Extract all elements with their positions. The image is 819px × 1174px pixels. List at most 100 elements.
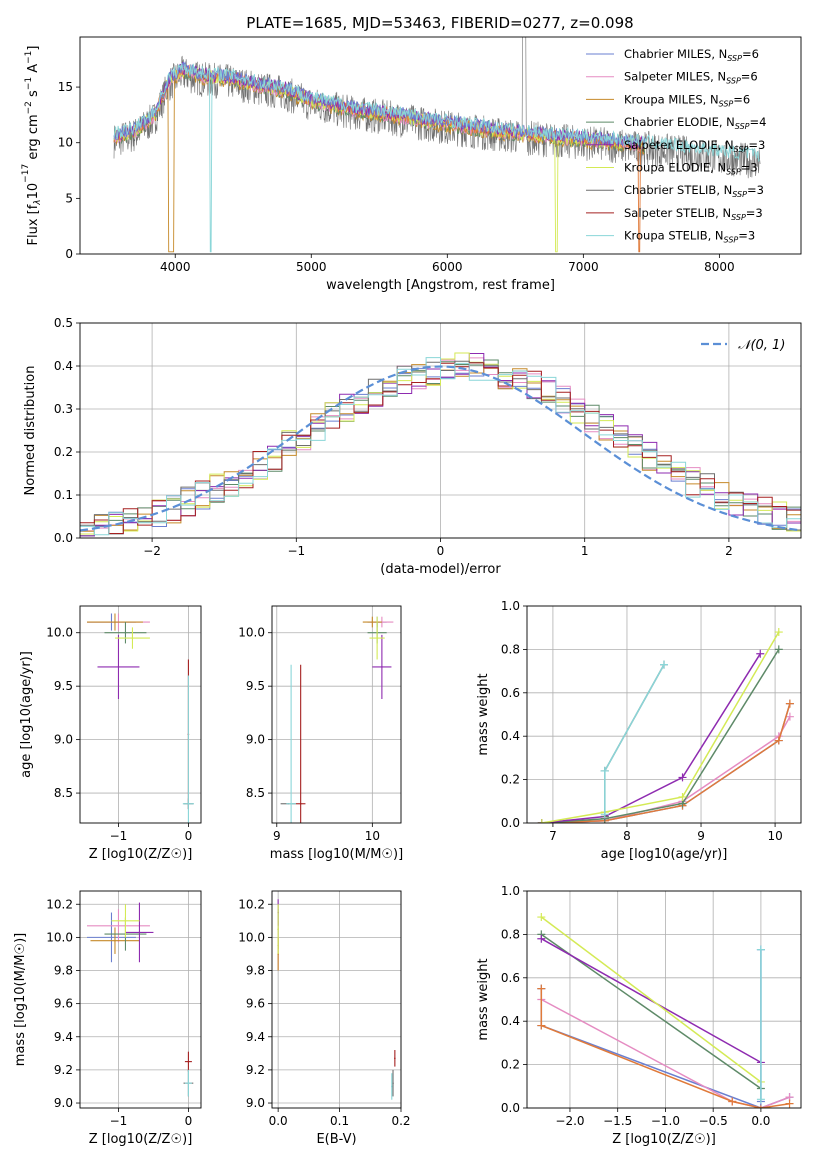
massweight_vs_age-frame: [526, 605, 802, 824]
y-tick-label: 10.0: [238, 626, 265, 640]
data-point: [117, 924, 120, 927]
data-point: [392, 1082, 394, 1084]
x-axis-label: Z [log10(Z/Z☉)]: [89, 1132, 193, 1147]
y-tick-label: 9.2: [54, 1063, 73, 1077]
series-marker: [756, 649, 765, 658]
x-axis-label: mass [log10(M/M☉)]: [270, 847, 403, 862]
y-tick-label: 1.0: [501, 884, 520, 898]
legend-entry: Chabrier MILES, NSSP=6: [624, 47, 759, 63]
legend-entry: Chabrier STELIB, NSSP=3: [624, 183, 764, 199]
series-line: [540, 938, 762, 1064]
x-tick-label: −1.0: [651, 1114, 680, 1128]
x-tick-label: 4000: [160, 260, 191, 274]
y-tick-label: 0.5: [54, 316, 73, 330]
y-tick-label: 0: [65, 247, 73, 261]
legend-entry: Kroupa STELIB, NSSP=3: [624, 229, 755, 245]
series-marker: [660, 660, 668, 669]
y-tick-label: 10.2: [238, 897, 265, 911]
y-axis-label-part: A: [26, 64, 41, 77]
spectrum-plot-area: [113, 37, 761, 253]
series-line: [540, 916, 762, 1083]
residuals-panel: −2 −1 0 1 2 0.0 0.1 0.2 0.3 0.4 0.5 (data-model)/er…: [23, 316, 802, 577]
series-line: [541, 653, 761, 823]
series-marker: [600, 810, 609, 819]
x-tick-label: −1.5: [603, 1114, 632, 1128]
mass_vs_Z-plot-area: [86, 902, 194, 1097]
mass_vs_Z-panel: −1 0 9.0 9.2 9.4 9.6 9.8 10.0 10.2 Z [log10(Z/Z☉)…: [13, 890, 202, 1147]
spectrum-line-kroupa-stelib: [113, 63, 760, 253]
y-axis-label: age [log10(age/yr)]: [19, 651, 34, 778]
x-tick-label: 0: [185, 1114, 193, 1128]
data-point: [110, 936, 113, 939]
y-tick-label: 8.5: [54, 786, 73, 800]
x-tick-label: 7: [549, 829, 557, 843]
x-axis-label: wavelength [Angstrom, rest frame]: [326, 278, 555, 293]
series-marker: [774, 628, 783, 637]
x-tick-label: 5000: [296, 260, 327, 274]
y-axis-label: mass weight: [476, 958, 491, 1040]
y-axis-label-part: λ: [33, 199, 43, 205]
y-axis-label-part: −17: [21, 164, 31, 183]
data-point: [117, 666, 120, 668]
y-tick-label: 0.0: [501, 816, 520, 830]
x-tick-label: 0: [185, 829, 193, 843]
data-point: [131, 637, 134, 639]
y-tick-label: 0.3: [54, 402, 73, 416]
series-marker: [537, 913, 546, 922]
y-tick-label: 1.0: [501, 599, 520, 613]
legend-entry: Chabrier ELODIE, NSSP=4: [624, 115, 766, 131]
mass_vs_EBV-plot-area: [277, 899, 396, 1100]
spectrum-line-kroupa-miles: [113, 67, 646, 253]
y-tick-label: 9.0: [246, 1096, 265, 1110]
legend-entry: Salpeter MILES, NSSP=6: [624, 70, 758, 86]
x-tick-label: −2: [143, 544, 161, 558]
data-point: [277, 928, 279, 930]
mass_vs_EBV-frame: [271, 890, 402, 1109]
x-tick-label: 10: [767, 829, 782, 843]
x-tick-label: 7000: [568, 260, 599, 274]
data-point: [299, 802, 302, 805]
y-axis-label: Flux [fλ10−17 erg cm−2 s−1 A−1]: [21, 46, 43, 246]
data-point: [290, 802, 292, 805]
y-axis-label: mass [log10(M/M☉)]: [13, 933, 28, 1066]
x-tick-label: −1: [287, 544, 305, 558]
x-axis-label: (data-model)/error: [380, 562, 501, 577]
age_vs_mass-frame: [271, 605, 402, 824]
y-tick-label: 9.8: [246, 964, 265, 978]
y-axis-label: Normed distribution: [23, 366, 38, 496]
series-line: [541, 649, 780, 823]
x-tick-label: 0.1: [330, 1114, 349, 1128]
x-tick-label: 0: [437, 544, 445, 558]
data-point: [371, 621, 374, 623]
x-axis-label: Z [log10(Z/Z☉)]: [612, 1132, 716, 1147]
x-tick-label: 10: [365, 829, 380, 843]
massweight_vs_age-panel: 7 8 9 10 0.0 0.2 0.4 0.6 0.8 1.0 age [log10(age/yr…: [476, 599, 802, 862]
y-tick-label: 8.5: [246, 786, 265, 800]
massweight_vs_Z-panel: −2.0 −1.5 −1.0 −0.5 0.0 0.0 0.2 0.4 0.6 0.8 1.0 Z […: [476, 884, 802, 1147]
y-tick-label: 10.0: [46, 626, 73, 640]
legend-entry: Kroupa ELODIE, NSSP=3: [624, 161, 758, 177]
spectrum-frame: [79, 36, 802, 255]
y-tick-label: 0.0: [501, 1101, 520, 1115]
gaussian-curve: [80, 365, 801, 532]
series-marker: [774, 645, 783, 654]
x-tick-label: 0.0: [751, 1114, 770, 1128]
x-tick-label: 0.2: [391, 1114, 410, 1128]
age_vs_Z-frame: [79, 605, 202, 824]
y-tick-label: 9.6: [54, 997, 73, 1011]
y-axis-label-part: −1: [24, 51, 34, 64]
y-tick-label: 9.0: [54, 733, 73, 747]
y-tick-label: 10: [58, 136, 73, 150]
series-marker: [600, 766, 609, 775]
histogram-kroupa-stelib: [80, 357, 801, 536]
y-tick-label: 0.4: [501, 1014, 520, 1028]
y-tick-label: 0.8: [501, 642, 520, 656]
series-marker: [756, 945, 765, 954]
x-axis-label: E(B-V): [316, 1132, 356, 1147]
legend-entry: Salpeter STELIB, NSSP=3: [624, 206, 763, 222]
massweight_vs_Z-plot-area: [537, 913, 794, 1108]
age_vs_mass-panel: 9 10 8.5 9.0 9.5 10.0 mass [log10(M/M☉)]: [238, 605, 403, 862]
data-point: [187, 1082, 190, 1084]
